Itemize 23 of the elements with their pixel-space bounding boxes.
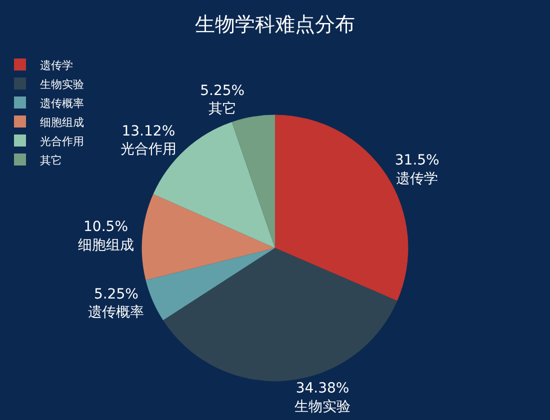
legend-label: 生物实验 bbox=[40, 78, 84, 91]
legend-label: 细胞组成 bbox=[40, 116, 84, 129]
chart-title: 生物学科难点分布 bbox=[195, 12, 355, 36]
slice-label: 遗传学 bbox=[396, 170, 438, 187]
slice-label: 光合作用 bbox=[120, 142, 176, 158]
pie-slice bbox=[232, 114, 275, 248]
data-label: 34.38% bbox=[296, 380, 350, 397]
slice-label: 其它 bbox=[208, 101, 236, 118]
pie-slice bbox=[142, 194, 275, 280]
data-label: 5.25% bbox=[200, 82, 245, 99]
legend-label: 遗传学 bbox=[40, 58, 73, 72]
legend-label: 其它 bbox=[40, 154, 62, 167]
data-label: 13.12% bbox=[122, 123, 176, 140]
slice-label: 生物实验 bbox=[294, 398, 350, 415]
data-label: 31.5% bbox=[394, 152, 440, 169]
legend-label: 遗传概率 bbox=[40, 96, 84, 110]
slice-label: 细胞组成 bbox=[78, 237, 134, 254]
data-label: 10.5% bbox=[84, 219, 128, 236]
legend-label: 光合作用 bbox=[40, 134, 84, 148]
slice-label: 遗传概率 bbox=[88, 304, 144, 321]
data-label: 5.25% bbox=[94, 286, 138, 302]
pie-slice bbox=[146, 248, 275, 320]
pie-slice bbox=[163, 248, 398, 382]
